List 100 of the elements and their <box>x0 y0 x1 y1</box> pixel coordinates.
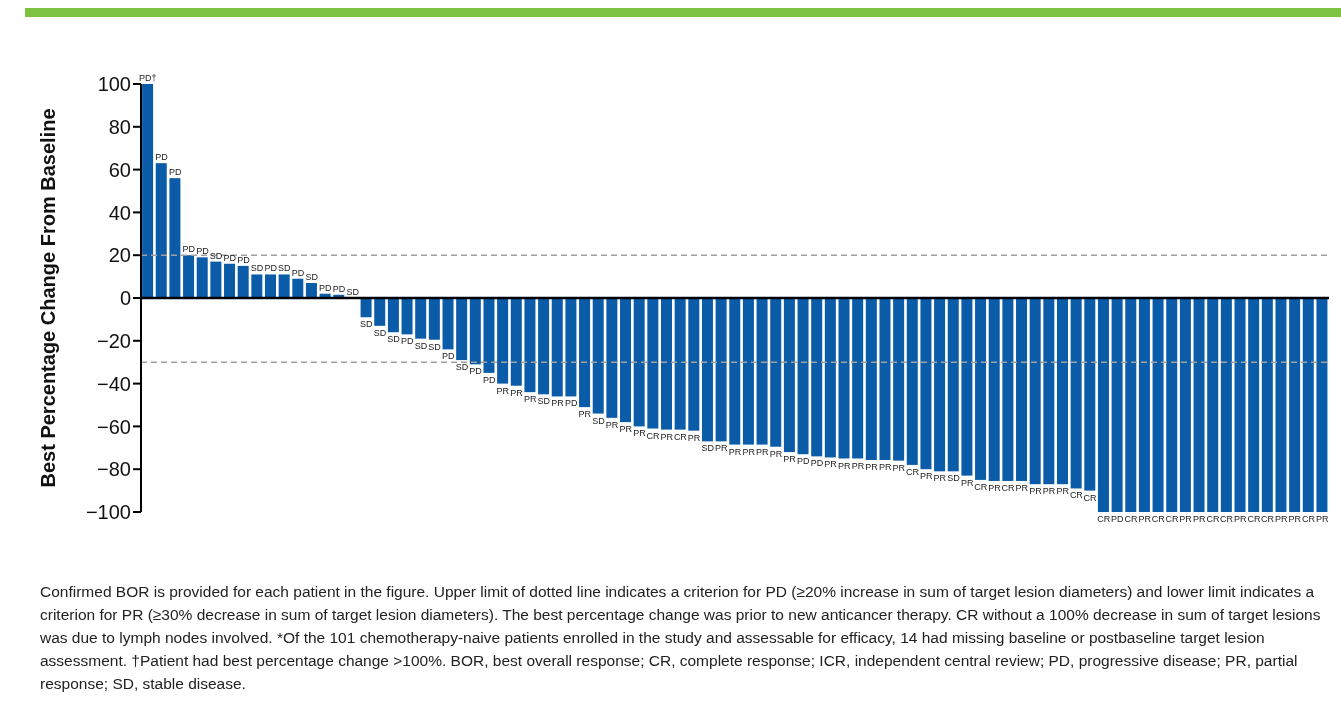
bar <box>183 255 195 298</box>
data-label: PR <box>783 454 797 465</box>
bar <box>551 298 563 397</box>
y-axis-title: Best Percentage Change From Baseline <box>37 108 60 488</box>
data-label: PD <box>168 167 182 178</box>
bar <box>729 298 741 445</box>
bar <box>224 263 236 298</box>
data-label: PR <box>633 428 647 439</box>
bar <box>1029 298 1041 485</box>
data-label: PD <box>223 252 237 263</box>
bar <box>715 298 727 442</box>
bar <box>1261 298 1273 512</box>
bar <box>783 298 795 453</box>
data-label: CR <box>1001 482 1016 493</box>
data-label: SD <box>305 272 319 283</box>
data-label: CR <box>906 466 920 477</box>
y-tick-label: −20 <box>97 329 131 352</box>
data-label: PR <box>551 398 565 409</box>
bar <box>1179 298 1191 512</box>
bar <box>264 274 276 298</box>
bar <box>1275 298 1287 512</box>
bar <box>688 298 700 431</box>
bar <box>1152 298 1164 512</box>
bar <box>1070 298 1082 489</box>
data-label: PD† <box>139 73 157 83</box>
data-label: PR <box>1029 486 1043 497</box>
bar <box>538 298 550 395</box>
data-label: PR <box>1193 514 1207 524</box>
data-label: PR <box>960 477 974 488</box>
data-label: PR <box>1274 514 1288 524</box>
bar <box>524 298 536 393</box>
data-label: PR <box>1288 514 1302 524</box>
y-tick-label: −60 <box>97 415 131 438</box>
bar <box>633 298 645 427</box>
data-label: PD <box>1111 514 1125 524</box>
bar <box>865 298 877 460</box>
data-label: CR <box>1124 514 1138 524</box>
bar <box>565 298 577 397</box>
data-label: CR <box>1165 514 1179 524</box>
bar <box>401 298 413 335</box>
bar <box>415 298 427 339</box>
data-label: PD <box>291 267 305 278</box>
data-label: PR <box>865 462 879 472</box>
bar <box>742 298 754 445</box>
data-label: PR <box>660 431 674 442</box>
y-tick-label: 40 <box>108 201 131 224</box>
bar <box>155 163 167 298</box>
data-label: CR <box>1220 514 1234 524</box>
bar <box>360 298 372 318</box>
bar <box>1056 298 1068 485</box>
y-tick-label: 80 <box>108 115 131 138</box>
data-label: PR <box>919 471 933 482</box>
data-label: PD <box>564 398 578 409</box>
data-label: CR <box>1302 514 1316 524</box>
data-label: SD <box>387 334 401 345</box>
y-tick-label: −100 <box>85 501 131 524</box>
bar <box>456 298 468 361</box>
data-label: PR <box>1179 514 1193 524</box>
data-label: CR <box>1069 490 1084 501</box>
bar <box>1138 298 1150 512</box>
data-label: PR <box>892 462 906 473</box>
bar <box>1111 298 1123 512</box>
data-label: CR <box>1151 514 1166 524</box>
data-label: PD <box>237 254 251 265</box>
data-label: PR <box>851 460 865 471</box>
data-label: SD <box>373 327 387 338</box>
bar <box>811 298 823 457</box>
bar <box>934 298 946 472</box>
data-label: SD <box>209 250 223 261</box>
bar <box>210 261 222 298</box>
data-label: PD <box>810 458 824 469</box>
data-label: PD <box>264 263 278 274</box>
bar <box>592 298 604 414</box>
data-label: PR <box>824 459 838 470</box>
bar <box>237 265 249 298</box>
data-label: CR <box>673 431 688 442</box>
bar <box>1302 298 1314 512</box>
text: Confirmed BOR is provided for each patient in the figure. Upper limit of dotted line indicates a criterion for PD (≥20% increase in sum of target lesion diameters) and lower limit indicates a criterion for PR (≥30% decrease in sum of target lesion diameters). The best percentage change was prior to new anticancer therapy. CR without a 100% decrease in sum of target lesions was due to lymph nodes involved. *Of the 101 chemotherapy-naive patients enrolled in the study and assessable for efficacy, 14 had missing baseline or postbaseline target lesion assessment. †Patient had best percentage change >100%. BOR, best overall response; CR, complete response; ICR, independent central review; PD, progressive disease; PR, partial response; SD, stable disease. <box>40 582 1322 694</box>
data-label: PD <box>441 351 455 362</box>
bar <box>1193 298 1205 512</box>
bar <box>169 178 181 298</box>
bar <box>497 298 509 384</box>
data-label: PR <box>523 394 537 405</box>
bar <box>674 298 686 430</box>
data-label: PD <box>155 152 169 163</box>
data-label: CR <box>1247 514 1261 524</box>
data-label: PD <box>797 456 811 467</box>
bar <box>142 84 154 298</box>
data-label: PR <box>1015 482 1029 493</box>
data-label: SD <box>414 340 428 351</box>
data-label: PR <box>837 460 851 471</box>
data-label: PD <box>469 366 483 377</box>
bar <box>1125 298 1137 512</box>
data-label: PD <box>182 244 196 255</box>
data-label: PR <box>742 446 756 457</box>
bar <box>1016 298 1028 481</box>
data-label: PR <box>715 443 729 454</box>
data-label: SD <box>947 473 961 484</box>
bar <box>1207 298 1219 512</box>
y-tick-label: 60 <box>108 158 131 181</box>
